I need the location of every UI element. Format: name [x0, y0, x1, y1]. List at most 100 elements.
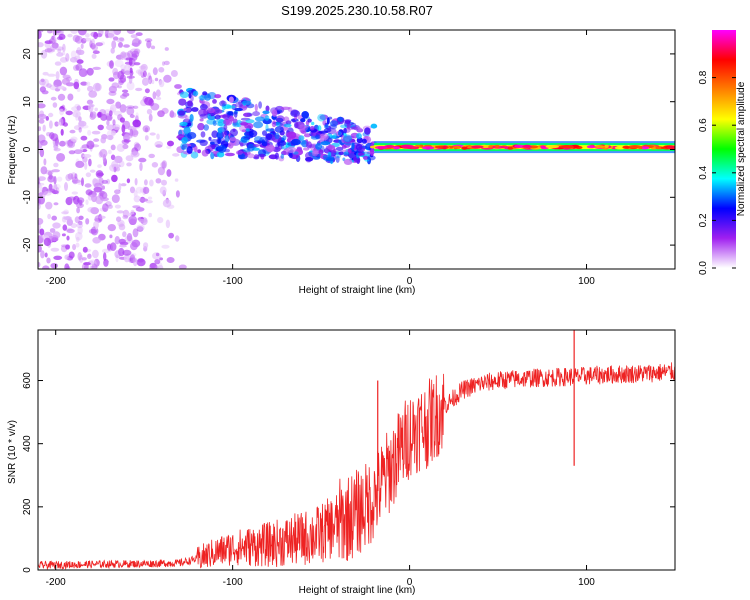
signal-blob [188, 92, 192, 99]
signal-blob [239, 142, 244, 147]
noise-blob [53, 162, 59, 168]
noise-blob [61, 51, 66, 56]
noise-blob [50, 36, 57, 45]
signal-blob [245, 128, 250, 132]
signal-blob [235, 101, 244, 108]
noise-blob [77, 30, 87, 36]
noise-blob [152, 91, 157, 100]
signal-blob [183, 107, 187, 112]
noise-blob [152, 252, 161, 260]
noise-blob [165, 219, 171, 229]
signal-blob [265, 144, 275, 153]
noise-blob [91, 38, 95, 46]
snr-ytick-label: 600 [22, 372, 33, 389]
noise-blob [95, 221, 99, 230]
noise-blob [49, 44, 57, 51]
noise-blob [116, 37, 125, 43]
noise-blob [59, 66, 68, 76]
noise-blob [40, 166, 48, 175]
noise-blob [123, 254, 130, 263]
noise-blob [112, 119, 116, 126]
noise-blob [109, 234, 113, 239]
noise-blob [97, 164, 102, 169]
noise-blob [135, 87, 143, 92]
signal-blob [335, 155, 340, 163]
noise-blob [69, 129, 76, 134]
noise-blob [126, 106, 135, 116]
noise-blob [97, 124, 104, 131]
snr-xtick-label: -200 [46, 577, 66, 588]
signal-blob [286, 131, 297, 139]
signal-blob [199, 98, 204, 104]
signal-blob [299, 124, 306, 130]
signal-blob [357, 152, 365, 156]
snr-axes: -200 -100 0 100 0 200 400 600 [22, 330, 675, 588]
noise-blob [126, 162, 132, 167]
noise-blob [119, 37, 125, 41]
noise-blob [113, 124, 121, 131]
signal-blob [254, 103, 258, 112]
noise-blob [155, 178, 162, 184]
noise-blob [105, 201, 112, 207]
noise-blob [53, 79, 62, 88]
noise-blob [50, 263, 58, 269]
noise-blob [143, 79, 151, 84]
noise-blob [51, 215, 57, 221]
noise-blob [77, 226, 83, 235]
noise-blob [44, 40, 53, 44]
carrier-peak [522, 144, 532, 148]
noise-blob [89, 40, 93, 48]
noise-blob [118, 182, 122, 192]
noise-blob [116, 216, 122, 222]
spectrogram-ytick-label: 10 [22, 96, 33, 108]
noise-blob [119, 104, 127, 113]
noise-blob [55, 187, 60, 195]
signal-blob [243, 134, 250, 140]
noise-blob [163, 60, 170, 66]
noise-blob [51, 48, 55, 53]
signal-blob [197, 122, 205, 131]
noise-blob [84, 183, 92, 188]
noise-blob [73, 149, 83, 155]
carrier-peak [622, 145, 630, 149]
noise-blob [73, 195, 80, 205]
noise-blob [135, 32, 143, 36]
signal-blob [286, 137, 291, 143]
noise-blob [178, 264, 187, 269]
snr-ytick-label: 200 [22, 498, 33, 515]
noise-blob [146, 108, 153, 115]
signal-blob [300, 118, 306, 123]
signal-blob [265, 128, 275, 132]
signal-blob [216, 131, 224, 140]
noise-blob [84, 264, 88, 269]
noise-blob [38, 177, 41, 184]
noise-blob [132, 119, 141, 128]
signal-blob [355, 143, 363, 151]
noise-blob [52, 222, 61, 229]
noise-blob [112, 71, 120, 80]
signal-blob [262, 130, 267, 136]
noise-blob [38, 192, 46, 199]
noise-blob [57, 85, 66, 90]
noise-blob [144, 179, 148, 186]
noise-blob [38, 202, 41, 210]
noise-blob [161, 244, 170, 249]
signal-blob [227, 111, 234, 116]
noise-blob [156, 96, 162, 101]
noise-blob [138, 157, 147, 163]
noise-blob [114, 59, 124, 68]
noise-blob [40, 49, 48, 59]
noise-blob [59, 108, 64, 116]
noise-blob [53, 255, 63, 260]
signal-blob [216, 121, 224, 127]
carrier-peak [586, 145, 596, 149]
noise-blob [118, 247, 125, 257]
noise-blob [50, 96, 57, 101]
noise-blob [79, 254, 84, 263]
noise-blob [82, 246, 88, 253]
signal-blob [265, 105, 270, 112]
noise-blob [159, 257, 164, 261]
signal-blob [181, 137, 189, 144]
signal-blob [216, 118, 224, 123]
